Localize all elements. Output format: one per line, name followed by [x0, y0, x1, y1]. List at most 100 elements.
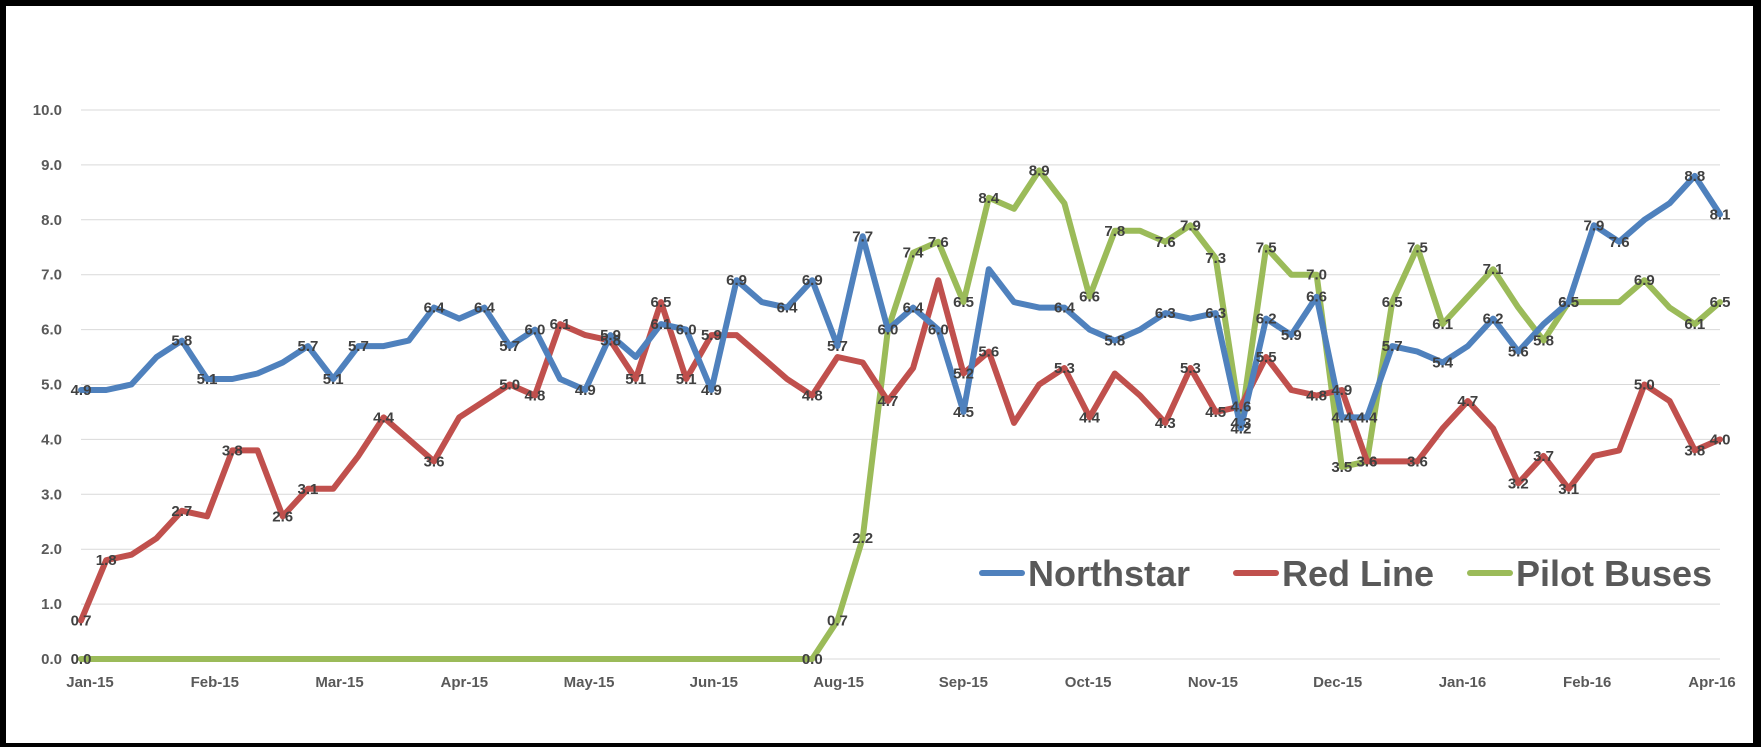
data-label: 4.4 [1357, 409, 1379, 426]
data-label: 3.1 [1558, 481, 1579, 498]
data-label: 7.9 [1180, 217, 1201, 234]
y-tick-label: 6.0 [41, 322, 62, 339]
y-tick-label: 5.0 [41, 377, 62, 394]
data-label: 4.9 [1331, 382, 1352, 399]
data-label: 6.0 [676, 322, 697, 339]
data-label: 4.7 [877, 393, 898, 410]
x-tick-label: Feb-16 [1563, 674, 1611, 691]
y-tick-label: 10.0 [33, 102, 62, 119]
data-label: 5.9 [1281, 327, 1302, 344]
data-label: 3.6 [424, 453, 445, 470]
data-label: 3.6 [1407, 453, 1428, 470]
series-line-red-line [78, 277, 1723, 624]
data-label: 4.5 [953, 404, 974, 421]
data-label: 5.7 [298, 338, 319, 355]
x-tick-label: Apr-15 [441, 674, 489, 691]
data-label: 7.1 [1483, 261, 1504, 278]
data-label: 3.7 [1533, 448, 1554, 465]
data-label: 5.6 [1508, 344, 1529, 361]
data-label: 5.3 [1180, 360, 1201, 377]
data-label: 6.2 [1483, 311, 1504, 328]
x-tick-label: Nov-15 [1188, 674, 1238, 691]
data-label: 4.3 [1230, 415, 1251, 432]
data-label: 4.2 [1230, 420, 1251, 437]
data-label: 5.9 [600, 327, 621, 344]
x-tick-label: Feb-15 [191, 674, 239, 691]
data-label: 5.1 [197, 371, 218, 388]
legend-label: Northstar [1028, 553, 1190, 594]
data-label: 6.5 [1382, 294, 1403, 311]
data-label: 3.6 [1357, 453, 1378, 470]
data-label: 4.9 [575, 382, 596, 399]
data-label: 8.1 [1710, 206, 1731, 223]
data-label: 0.7 [827, 613, 848, 630]
data-label: 6.1 [1684, 316, 1705, 333]
data-label: 3.2 [1508, 475, 1529, 492]
data-label: 6.0 [877, 322, 898, 339]
data-label: 4.4 [373, 409, 395, 426]
data-label: 6.9 [726, 272, 747, 289]
data-labels: 4.95.85.15.75.15.76.4 6.45.76.04.95.96.1 6… [71, 162, 1731, 668]
data-label: 6.1 [651, 316, 672, 333]
data-label: 4.9 [71, 382, 92, 399]
data-label: 6.4 [474, 300, 496, 317]
data-label: 6.9 [802, 272, 823, 289]
data-label: 7.3 [1205, 250, 1226, 267]
data-label: 4.4 [1331, 409, 1353, 426]
data-label: 5.7 [348, 338, 369, 355]
data-label: 6.6 [1306, 289, 1327, 306]
data-label: 4.8 [802, 387, 823, 404]
x-tick-label: Apr-16 [1688, 674, 1736, 691]
data-label: 6.6 [1079, 289, 1100, 306]
data-label: 3.6 [1357, 453, 1378, 470]
data-label: 6.1 [1432, 316, 1453, 333]
data-label: 0.0 [71, 651, 92, 668]
data-label: 6.4 [424, 300, 446, 317]
data-label: 7.6 [928, 234, 949, 251]
y-axis-ticks: 0.0 1.0 2.0 3.0 4.0 5.0 6.0 7.0 8.0 9.0 10.0 [33, 102, 62, 668]
data-label: 6.0 [524, 322, 545, 339]
y-tick-label: 2.0 [41, 541, 62, 558]
data-label: 7.5 [1256, 239, 1277, 256]
data-label: 5.7 [1382, 338, 1403, 355]
data-label: 7.0 [1306, 267, 1327, 284]
data-label: 3.8 [1684, 442, 1705, 459]
data-label: 6.5 [651, 294, 672, 311]
series-line-northstar [78, 172, 1723, 432]
data-label: 7.6 [1155, 234, 1176, 251]
data-label: 5.2 [953, 366, 974, 383]
data-label: 7.7 [852, 228, 873, 245]
data-label: 8.4 [978, 190, 1000, 207]
x-tick-label: Aug-15 [813, 674, 864, 691]
data-label: 5.1 [676, 371, 697, 388]
data-label: 4.8 [1306, 387, 1327, 404]
data-label: 5.5 [1256, 349, 1277, 366]
y-tick-label: 3.0 [41, 486, 62, 503]
y-tick-label: 7.0 [41, 267, 62, 284]
data-label: 4.0 [1710, 431, 1731, 448]
data-label: 5.4 [1432, 355, 1454, 372]
data-label: 8.8 [1684, 168, 1705, 185]
y-tick-label: 8.0 [41, 212, 62, 229]
data-label: 3.1 [298, 481, 319, 498]
data-label: 6.5 [1558, 294, 1579, 311]
data-label: 5.0 [1634, 377, 1655, 394]
legend-label: Red Line [1282, 553, 1434, 594]
data-label: 2.6 [272, 508, 293, 525]
series-line-pilot-buses [78, 167, 1723, 662]
data-label: 7.6 [1609, 234, 1630, 251]
data-label: 4.9 [701, 382, 722, 399]
series-lines [78, 167, 1723, 662]
y-tick-label: 4.0 [41, 431, 62, 448]
data-label: 6.5 [953, 294, 974, 311]
x-tick-label: Mar-15 [315, 674, 363, 691]
data-label: 4.4 [1079, 409, 1101, 426]
data-label: 7.9 [1583, 217, 1604, 234]
data-label: 5.6 [978, 344, 999, 361]
y-tick-label: 0.0 [41, 651, 62, 668]
data-label: 5.3 [1054, 360, 1075, 377]
data-label: 5.8 [1533, 333, 1554, 350]
data-label: 7.5 [1407, 239, 1428, 256]
data-label: 6.3 [1155, 305, 1176, 322]
